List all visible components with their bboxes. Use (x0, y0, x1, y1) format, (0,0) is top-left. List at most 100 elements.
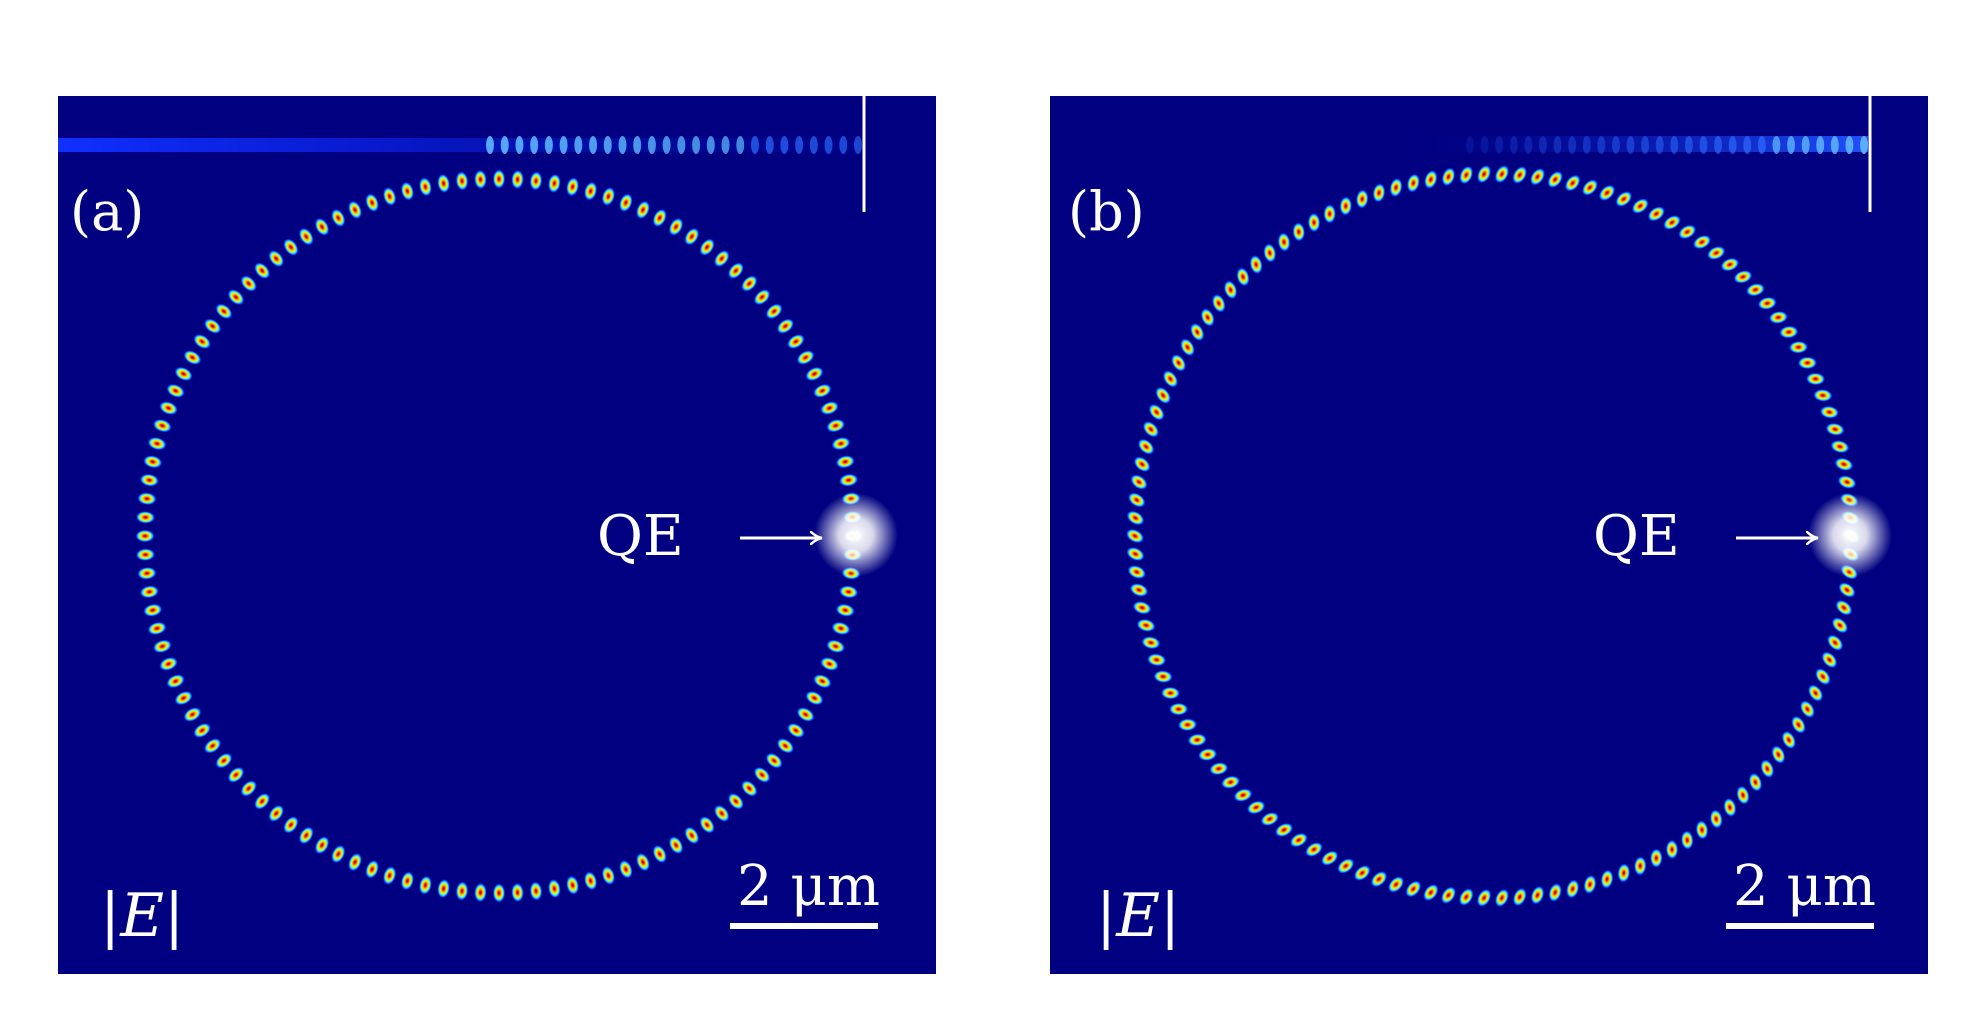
waveguide-lobe (662, 136, 671, 154)
ring-lobe (668, 217, 684, 237)
waveguide-lobe (1801, 136, 1810, 154)
ring-lobe (1289, 832, 1309, 848)
waveguide-lobe (1538, 136, 1547, 154)
ring-lobe (193, 722, 212, 739)
waveguide-lobe (1597, 136, 1606, 154)
ring-lobe (1387, 875, 1405, 893)
waveguide-lobe (486, 136, 494, 154)
waveguide-lobe (795, 136, 804, 154)
ring-lobe (1336, 857, 1355, 874)
ring-lobe (1821, 651, 1838, 669)
ring-lobe (1797, 356, 1818, 370)
ring-lobe (158, 401, 179, 416)
ring-lobe (1307, 212, 1321, 233)
ring-lobe (825, 639, 846, 654)
ring-lobe (1790, 715, 1807, 734)
ring-lobe (812, 383, 832, 398)
ring-lobe (1127, 492, 1146, 508)
ring-lobe (1142, 420, 1160, 438)
ring-lobe (418, 875, 433, 896)
ring-lobe (1292, 221, 1306, 242)
waveguide-lobe (1714, 136, 1723, 154)
ring-lobe (227, 288, 245, 306)
ring-lobe (529, 170, 543, 191)
ring-lobe (1838, 582, 1856, 598)
ring-lobe (1788, 340, 1809, 354)
ring-lobe (166, 383, 186, 398)
panel-a-waveguide-field (58, 136, 862, 154)
ring-lobe (298, 826, 314, 845)
ring-lobe (268, 249, 285, 268)
ring-lobe (1323, 203, 1337, 224)
ring-lobe (1581, 179, 1599, 197)
ring-lobe (1598, 184, 1616, 202)
waveguide-lobe (544, 136, 553, 154)
ring-lobe (668, 835, 684, 855)
ring-lobe (1825, 422, 1845, 436)
panel-a-ring-mode (135, 169, 863, 903)
waveguide-lobe (1582, 136, 1591, 154)
ring-lobe (753, 288, 771, 306)
waveguide-lobe (1830, 136, 1839, 154)
ring-lobe (135, 548, 156, 562)
ring-lobe (1706, 245, 1726, 261)
ring-lobe (1211, 293, 1226, 313)
ring-lobe (1665, 839, 1679, 860)
ring-lobe (786, 722, 805, 739)
ring-lobe (1441, 167, 1456, 187)
ring-lobe (776, 318, 795, 335)
ring-lobe (136, 566, 157, 580)
ring-lobe (825, 418, 846, 433)
waveguide-lobe (647, 136, 656, 154)
ring-lobe (136, 492, 157, 506)
panel-b-qe-label: QE (1593, 504, 1680, 569)
ring-lobe (713, 804, 730, 823)
ring-lobe (1277, 232, 1291, 253)
ring-lobe (819, 401, 840, 416)
ring-lobe (740, 780, 758, 797)
ring-lobe (1208, 762, 1229, 776)
waveguide-lobe (574, 136, 583, 154)
ring-lobe (135, 510, 156, 524)
waveguide-lobe (1757, 136, 1766, 154)
ring-lobe (152, 418, 173, 433)
ring-lobe (1812, 388, 1833, 402)
ring-lobe (1733, 269, 1753, 284)
ring-lobe (1459, 165, 1474, 185)
ring-lobe (812, 674, 832, 689)
ring-lobe (1494, 164, 1510, 184)
panel-a-scale-label: 2 μm (737, 854, 880, 919)
ring-lobe (1512, 887, 1527, 907)
ring-lobe (565, 875, 580, 896)
ring-lobe (765, 752, 783, 769)
ring-lobe (1168, 702, 1189, 716)
ring-lobe (805, 690, 824, 706)
ring-lobe (583, 871, 598, 891)
ring-lobe (583, 181, 598, 201)
waveguide-lobe (1655, 136, 1664, 154)
ring-lobe (1339, 196, 1353, 217)
ring-lobe (492, 169, 506, 189)
waveguide-lobe (1670, 136, 1679, 154)
waveguide-lobe (839, 136, 848, 154)
ring-lobe (437, 878, 451, 899)
ring-lobe (1649, 848, 1663, 869)
ring-lobe (298, 227, 314, 246)
ring-lobe (1720, 257, 1740, 272)
panel-b-ring-mode (1125, 164, 1861, 908)
ring-lobe (314, 217, 330, 237)
ring-lobe (1353, 864, 1371, 882)
ring-lobe (1778, 325, 1799, 339)
ring-lobe (1127, 564, 1147, 580)
ring-lobe (1631, 198, 1650, 215)
waveguide-lobe (692, 136, 701, 154)
ring-lobe (183, 349, 202, 366)
ring-lobe (1548, 882, 1563, 903)
waveguide-lobe (1845, 136, 1854, 154)
ring-lobe (635, 852, 651, 872)
ring-lobe (314, 835, 330, 855)
waveguide-lobe (809, 136, 818, 154)
ring-lobe (455, 881, 469, 902)
ring-lobe (1807, 684, 1824, 703)
ring-lobe (400, 871, 415, 891)
